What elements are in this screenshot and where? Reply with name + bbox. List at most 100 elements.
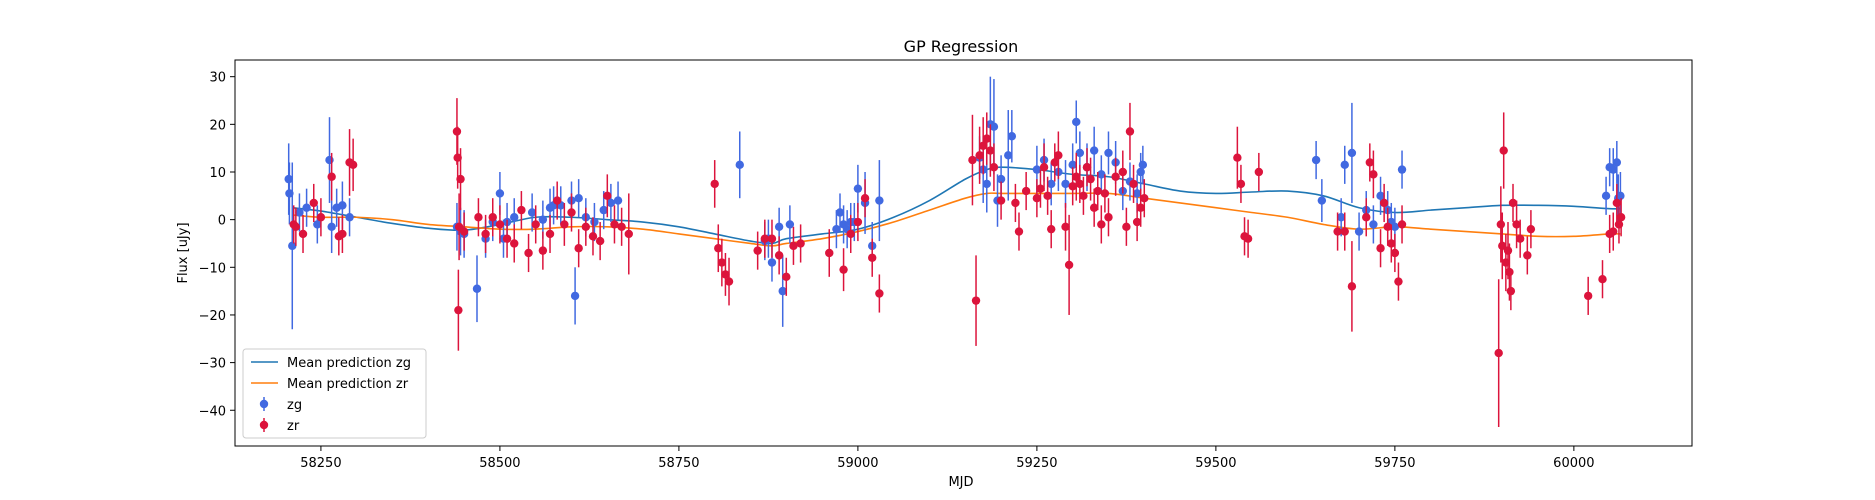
data-point-zr (1503, 246, 1513, 255)
legend-label: zg (287, 398, 302, 413)
x-axis: 58250 58500 58750 59000 59250 59500 59750 60000 (300, 446, 1595, 471)
data-point-zr (1075, 179, 1085, 189)
data-point-zr (971, 296, 981, 305)
data-point-zr (1340, 227, 1349, 236)
data-point-zg (1336, 213, 1346, 222)
data-point-zr (1125, 127, 1135, 136)
data-point-zg (778, 286, 787, 296)
data-point-zr (488, 213, 497, 222)
data-point-zr (502, 234, 512, 243)
data-point-zr (774, 251, 784, 260)
data-point-zr (1612, 198, 1622, 208)
data-point-zr (1379, 198, 1389, 208)
data-point-zr (796, 239, 805, 248)
data-point-zr (1233, 153, 1242, 162)
mean-line-mean-prediction-zr (292, 192, 1621, 247)
data-point-zr (1011, 198, 1020, 208)
data-point-zr (495, 220, 505, 229)
data-point-zr (545, 229, 555, 239)
data-point-zg (1138, 160, 1148, 170)
data-point-zg (606, 198, 616, 208)
data-point-zg (1089, 146, 1099, 155)
data-point-zg (1104, 148, 1113, 158)
data-point-zr (1093, 186, 1102, 196)
data-point-zr (1136, 203, 1145, 212)
y-tick-label: 0 (218, 214, 226, 229)
data-point-zr (1523, 251, 1532, 260)
data-point-zr (1043, 191, 1052, 201)
y-axis-label: Flux [uJy] (176, 222, 191, 283)
data-point-zr (1118, 167, 1128, 177)
data-point-zr (1039, 163, 1049, 172)
data-point-zr (1387, 239, 1396, 248)
data-point-zr (1014, 227, 1024, 236)
data-point-zr (1397, 220, 1407, 229)
data-point-zr (338, 229, 347, 239)
data-point-zr (1347, 282, 1357, 291)
data-point-zr (459, 227, 469, 236)
data-point-zr (524, 248, 533, 258)
data-point-zr (1122, 222, 1131, 231)
data-point-zg (875, 196, 884, 205)
data-point-zr (868, 253, 877, 262)
data-point-zr (453, 153, 462, 162)
data-point-zr (1369, 170, 1378, 179)
data-point-zr (853, 217, 863, 227)
data-point-zr (1499, 146, 1508, 155)
data-point-zg (327, 222, 336, 231)
data-point-zg (1136, 167, 1145, 177)
data-point-zg (313, 220, 322, 229)
data-point-zr (567, 208, 576, 217)
data-point-zr (538, 246, 548, 255)
data-point-zr (986, 146, 995, 155)
data-point-zr (1086, 174, 1095, 184)
data-point-zr (1614, 220, 1624, 229)
data-point-zg (1032, 165, 1042, 174)
data-point-zr (1054, 151, 1063, 160)
data-point-zg (527, 208, 537, 217)
y-tick-label: 10 (209, 166, 226, 181)
data-point-zg (1132, 189, 1142, 198)
data-point-zr (714, 244, 723, 253)
data-point-zg (1601, 191, 1611, 201)
data-point-zr (968, 155, 977, 165)
data-point-zg (345, 213, 354, 222)
data-point-zr (298, 229, 308, 239)
data-point-zr (560, 220, 569, 229)
data-point-zg (1007, 132, 1017, 141)
data-point-zr (1068, 182, 1077, 191)
x-tick-label: 58250 (300, 456, 341, 471)
y-tick-label: 30 (209, 71, 226, 86)
x-tick-label: 60000 (1553, 456, 1594, 471)
data-point-zr (1064, 260, 1074, 270)
data-point-zg (570, 291, 580, 301)
data-point-zg (735, 160, 744, 170)
data-point-zr (1132, 217, 1142, 227)
data-point-zg (996, 174, 1006, 184)
data-point-zr (624, 229, 633, 239)
data-point-zg (1354, 227, 1364, 236)
data-point-zr (860, 193, 870, 203)
data-point-zg (1097, 170, 1106, 179)
data-point-zg (338, 201, 347, 210)
data-point-zg (1340, 160, 1349, 170)
data-point-zr (825, 248, 834, 258)
data-point-zg (295, 208, 304, 217)
data-point-zr (595, 236, 605, 246)
data-point-zr (789, 241, 798, 251)
chart-title: GP Regression (904, 37, 1019, 56)
data-point-zg (785, 220, 795, 229)
data-point-zr (975, 151, 984, 160)
data-point-zr (989, 163, 999, 172)
data-point-zr (1050, 158, 1059, 167)
data-point-zr (1333, 227, 1342, 236)
data-point-zr (454, 305, 463, 315)
y-tick-label: −40 (199, 404, 226, 419)
y-tick-label: 20 (209, 118, 226, 133)
data-point-zg (1072, 117, 1081, 127)
data-point-zg (495, 189, 505, 198)
data-point-zg (1369, 220, 1378, 229)
data-point-zg (574, 193, 583, 203)
data-point-zg (1047, 179, 1056, 189)
data-point-zr (1496, 220, 1506, 229)
